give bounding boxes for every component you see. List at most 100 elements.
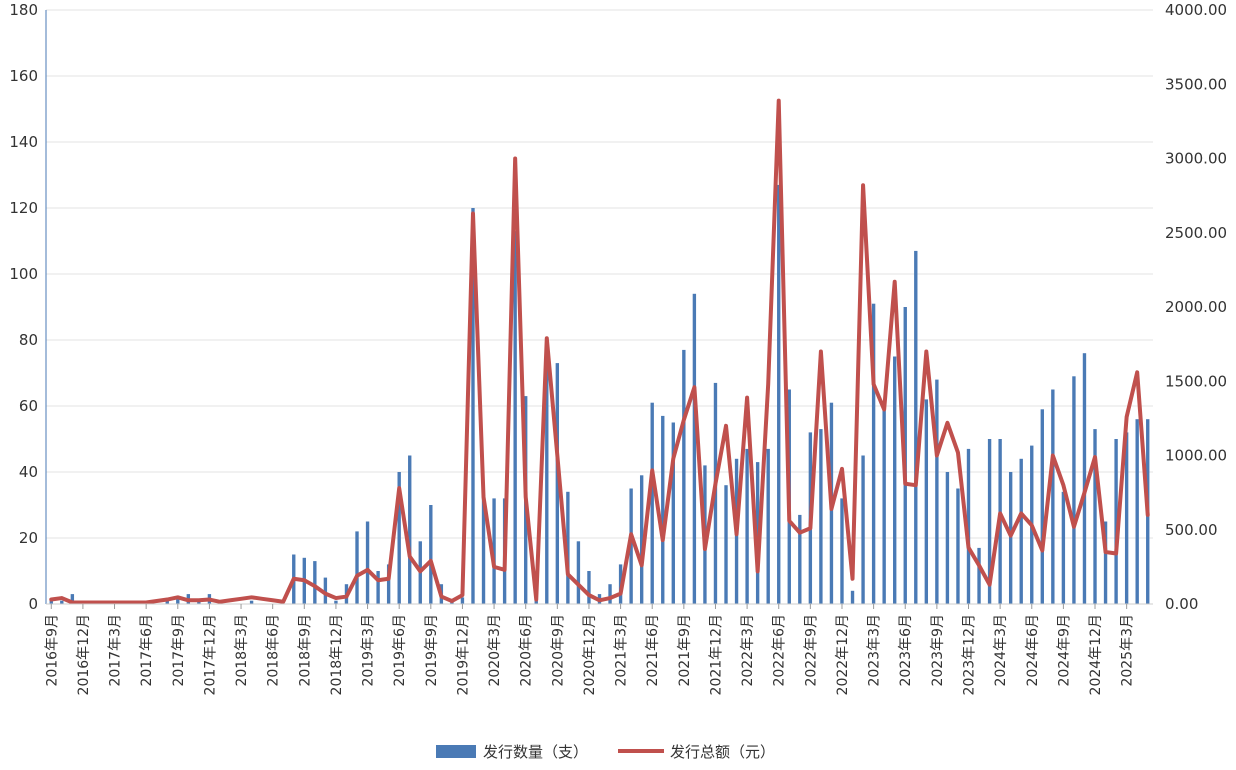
bar <box>460 597 465 604</box>
bar <box>745 448 749 604</box>
bar <box>1093 429 1097 604</box>
bar <box>555 363 560 604</box>
x-tick-label: 2018年9月 <box>297 614 313 687</box>
bar <box>70 594 75 604</box>
bar <box>871 303 876 604</box>
axes: 0 20 40 60 80 100 120 140 160 180 0.00 500.00 1000.0… <box>9 1 1227 695</box>
x-tick-label: 2023年9月 <box>930 614 946 687</box>
y-right-tick-label: 3000.00 <box>1165 150 1227 168</box>
bar <box>914 250 918 604</box>
x-tick-label: 2019年9月 <box>424 614 440 687</box>
bar <box>893 356 897 604</box>
bar <box>1040 409 1044 604</box>
bar <box>1072 376 1076 604</box>
y-right-tick-label: 0.00 <box>1165 595 1198 613</box>
bar <box>60 600 64 604</box>
bar <box>334 600 338 604</box>
y-left-tick-label: 160 <box>9 67 38 85</box>
series-line <box>49 98 1150 605</box>
x-tick-label: 2018年3月 <box>234 614 250 687</box>
bar <box>819 429 823 604</box>
y-left-tick-label: 120 <box>9 199 38 217</box>
bar <box>355 531 359 604</box>
bar <box>861 455 865 604</box>
bar <box>777 184 781 604</box>
x-tick-label: 2023年6月 <box>898 614 914 687</box>
bar <box>661 415 665 604</box>
x-tick-label: 2020年6月 <box>519 614 535 687</box>
bar <box>397 472 401 604</box>
bar <box>576 541 581 604</box>
y-right-tick-label: 500.00 <box>1165 521 1218 539</box>
x-tick-label: 2024年3月 <box>993 614 1009 687</box>
y-left-tick-label: 80 <box>19 331 38 349</box>
bar <box>682 349 686 604</box>
y-left-tick-label: 140 <box>9 133 38 151</box>
bar <box>650 402 654 604</box>
line-series-issuance-total <box>49 98 1150 605</box>
x-tick-label: 2021年9月 <box>677 614 693 687</box>
y-left-tick-label: 100 <box>9 265 38 283</box>
legend-swatch-bar[interactable] <box>436 745 476 758</box>
x-tick-label: 2017年3月 <box>108 614 124 687</box>
x-tick-label: 2017年6月 <box>139 614 155 687</box>
x-tick-label: 2025年3月 <box>1120 614 1136 687</box>
bar <box>365 521 370 604</box>
y-right-tick-label: 1500.00 <box>1165 372 1227 390</box>
bar <box>1135 419 1139 604</box>
bar <box>323 577 328 604</box>
x-tick-label: 2016年12月 <box>76 614 92 695</box>
x-tick-label: 2017年9月 <box>171 614 187 687</box>
gridlines <box>46 9 1153 605</box>
bar <box>481 495 486 604</box>
x-tick-label: 2018年6月 <box>266 614 282 687</box>
bar <box>766 448 770 604</box>
bar <box>587 571 591 604</box>
bar <box>956 488 960 604</box>
bar <box>629 488 633 604</box>
bar <box>987 439 992 604</box>
bar <box>1103 521 1108 604</box>
bar <box>977 547 981 604</box>
bar <box>724 485 728 604</box>
legend[interactable]: 发行数量（支） 发行总额（元） <box>436 743 775 761</box>
bar <box>882 409 886 604</box>
x-tick-label: 2020年3月 <box>487 614 503 687</box>
y-left-tick-label: 180 <box>9 1 38 19</box>
x-tick-label: 2020年12月 <box>582 614 598 695</box>
bar <box>1082 353 1087 604</box>
bar <box>1061 491 1066 604</box>
y-left-tick-label: 20 <box>19 529 38 547</box>
bar-series-issuance-count <box>49 184 1150 604</box>
bar <box>408 455 412 604</box>
y-right-tick-label: 3500.00 <box>1165 75 1227 93</box>
legend-label-line[interactable]: 发行总额（元） <box>670 743 775 761</box>
bar <box>850 590 855 604</box>
bar <box>945 472 950 604</box>
x-tick-label: 2019年12月 <box>455 614 471 695</box>
y-right-tick-label: 2000.00 <box>1165 298 1227 316</box>
x-tick-label: 2019年3月 <box>361 614 377 687</box>
x-tick-label: 2023年12月 <box>962 614 978 695</box>
bar <box>840 498 844 604</box>
bar <box>249 600 254 604</box>
y-right-tick-label: 1000.00 <box>1165 447 1227 465</box>
bar <box>639 475 644 604</box>
y-left-tick-label: 60 <box>19 397 38 415</box>
y-left-tick-label: 0 <box>28 595 38 613</box>
bar <box>513 231 517 604</box>
bar <box>386 564 391 604</box>
x-tick-label: 2022年6月 <box>772 614 788 687</box>
bar <box>1008 472 1013 604</box>
bar <box>313 561 317 604</box>
bar <box>671 422 675 604</box>
bar <box>608 584 612 604</box>
x-tick-label: 2016年9月 <box>44 614 60 687</box>
x-tick-label: 2021年6月 <box>645 614 661 687</box>
bar <box>492 498 496 604</box>
y-right-tick-label: 2500.00 <box>1165 224 1227 242</box>
legend-label-bar[interactable]: 发行数量（支） <box>483 743 588 761</box>
bar <box>1114 439 1118 604</box>
